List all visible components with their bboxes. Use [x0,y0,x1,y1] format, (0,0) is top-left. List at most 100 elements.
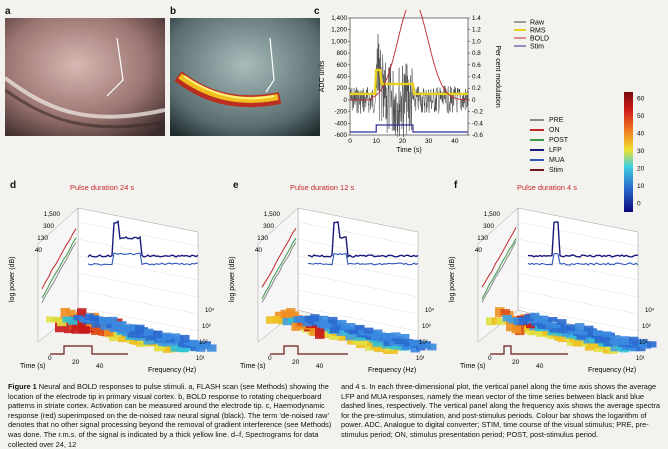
surface-cell [117,321,127,327]
surface-cell [603,346,613,354]
surface-cell [91,320,101,328]
surface-cell [367,330,377,337]
caption-left: Figure 1 Neural and BOLD responses to pu… [8,382,332,449]
chart-c-ylabel-right: Per cent modulation [494,45,501,107]
chart-c-xlabel: Time (s) [396,147,421,154]
time-axis-tick: 0 [268,355,272,362]
panel-e-pulse: Pulse duration 12 s [290,183,355,192]
surface-cell [371,333,381,341]
y-left-tick-label: 400 [336,74,347,81]
stim-line [270,345,348,355]
freq-axis-tick: 10¹ [636,356,645,362]
legend-c-label: BOLD [530,36,549,43]
surface-cell [46,316,56,323]
surface-cell [394,336,404,344]
y-right-tick-label: -0.2 [472,109,483,116]
surface-cell [600,334,610,342]
surface-cell [176,344,186,352]
surface-cell [566,324,576,332]
surface-cell [183,340,193,346]
surface-cell [636,343,646,352]
surface-cell [266,316,276,324]
surface-cell [331,320,341,327]
grid-line [517,255,639,281]
surface-cell [400,334,410,340]
y-right-tick-label: 1.4 [472,15,481,22]
surface-cell [364,327,374,334]
spectrum-on [261,227,297,288]
surface-cell [304,315,314,323]
surface-cell [383,348,393,354]
surface-cell [567,338,577,346]
panel-d-label: d [10,180,17,191]
xlabel-freq: Frequency (Hz) [368,367,416,374]
surface-cell [111,322,121,330]
spectrum-post [481,238,517,300]
surface-cell [372,339,382,347]
surface-cell [355,324,365,331]
surface-cell [629,336,639,344]
spectrum-pre [261,241,297,303]
surface-cell [581,340,591,347]
y-right-tick-label: -0.6 [472,132,483,139]
surface-cell [495,307,505,318]
surface-cell [383,338,393,347]
surface-cell [57,318,67,327]
surface-cell [593,330,603,336]
freq-tick-label: 40 [35,247,43,254]
time-axis-tick: 0 [488,355,492,362]
surface-cell [111,331,121,337]
legend-period-label: ON [549,126,560,134]
panel-e-label: e [233,180,239,191]
surface-cell [427,343,437,351]
time-axis-tick: 40 [536,363,544,370]
surface-cell [277,318,287,325]
grid-line [297,238,419,264]
surface-cell [73,314,83,321]
surface-cell [346,323,356,330]
y-left-tick-label: 600 [336,62,347,69]
grid-line [517,289,639,315]
lfp-trace [307,221,419,258]
surface-cell [106,320,116,328]
freq-axis-tick: 10² [419,340,428,346]
legend-period-item: Stim [530,165,610,175]
grid-line [297,306,419,332]
spectrum-pre [41,242,77,303]
surface-cell [611,335,621,343]
y-right-tick-label: 1.2 [472,27,481,34]
panel-b-image [170,18,320,136]
surface-cell [554,334,564,341]
surface-cell [610,344,620,352]
y-left-tick-label: 0 [343,97,347,104]
panel-f-pulse: Pulse duration 4 s [517,183,578,192]
spectrogram-f: log power (dB) Time (s) Frequency (Hz) 1,50… [449,207,657,374]
grid-line [297,221,419,247]
surface-cell [120,325,130,334]
lfp-trace [527,221,638,258]
y-left-tick-label: 1,400 [331,15,347,22]
surface-cell [84,313,94,320]
freq-axis-tick: 10⁴ [425,307,435,314]
surface-cell [418,341,428,349]
legend-period-item: POST [530,135,610,145]
surface-cell [118,335,128,343]
spectrum-on [41,228,77,290]
surface-cell [546,323,556,329]
surface-cell [135,324,145,332]
surface-cell [382,333,392,341]
colorbar-tick-label: 0 [637,201,641,208]
surface-cell [571,333,581,339]
surface-cell [100,322,110,331]
panel-a-image [5,18,165,136]
surface-cell [587,328,597,336]
surface-cell [162,332,172,341]
y-left-tick-label: -600 [334,132,347,139]
surface-cell [572,338,582,347]
spectrum-pre [481,241,517,303]
surface-cell [548,317,558,323]
surface-cell [156,342,166,351]
freq-tick-label: 300 [43,223,54,230]
freq-tick-label: 300 [483,223,494,230]
legend-period-item: MUA [530,155,610,165]
